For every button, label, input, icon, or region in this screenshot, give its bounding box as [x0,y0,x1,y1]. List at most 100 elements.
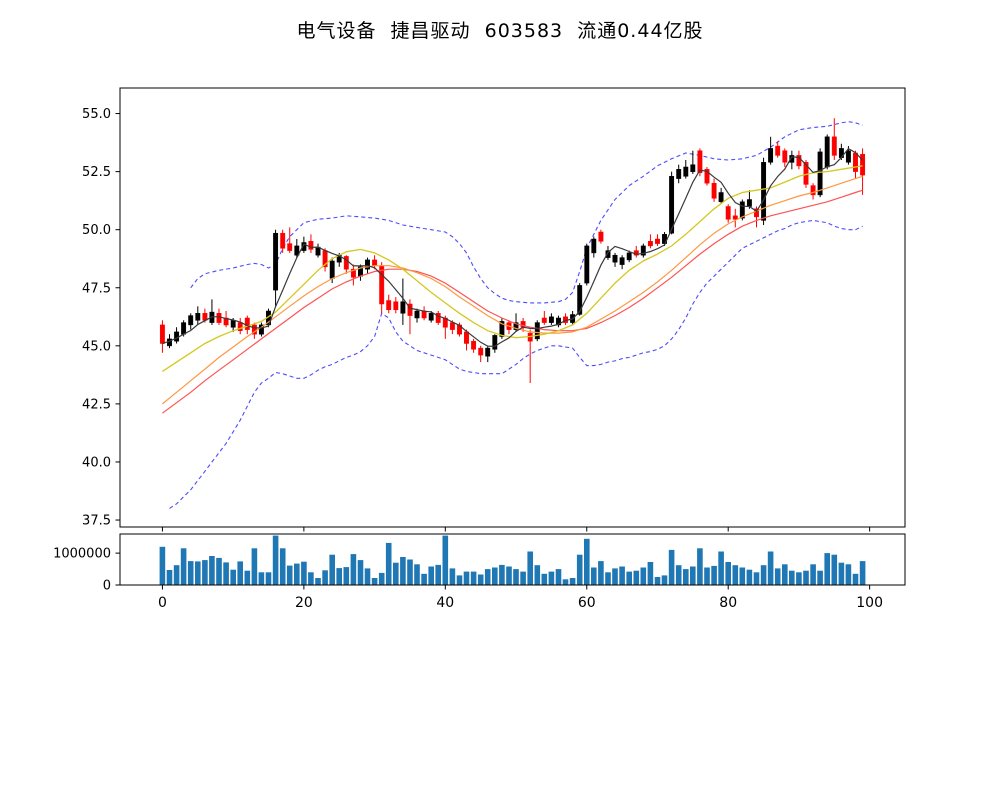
volume-bar [725,562,731,585]
candle-down [647,241,653,247]
x-axis-labels: 0 20 40 60 80 100 [158,585,883,611]
volume-bar [308,572,314,586]
volume-bar [562,579,569,585]
volume-bar [591,567,597,585]
volume-bar [548,571,555,585]
candle-up [273,232,279,291]
volume-bar [534,565,541,585]
ma-black-line [162,147,864,347]
volume-pane-frame [119,533,906,586]
volume-bar [385,542,392,585]
volume-bar [329,554,335,585]
candle-down [711,182,717,199]
volume-y-axis: 0 1000000 [53,547,120,594]
candle-down [393,301,399,311]
candle-up [400,301,406,314]
volume-bar [456,575,463,585]
volume-bar [661,575,668,585]
volume-bar [442,535,449,585]
x-tick-label: 20 [295,595,313,611]
candle-up [683,166,689,177]
ma-yellow-line [162,165,863,372]
volume-bar [520,571,526,585]
volume-bar [499,564,505,585]
volume-bar [463,571,470,585]
volume-bar [633,570,640,585]
bollinger-lower-band [169,219,863,509]
volume-bar [789,570,795,585]
candle-up [485,347,491,357]
volume-bar [746,569,753,585]
candle-down [449,322,455,330]
candle-up [577,285,583,315]
y-tick-label: 45.0 [82,339,111,354]
ma-red-line [162,189,863,414]
volume-bar [668,549,675,585]
volume-bar [477,574,484,585]
y-tick-label: 42.5 [82,397,111,412]
price-x-axis [161,527,871,532]
volume-bar [230,569,236,585]
candle-up [499,321,505,337]
volume-bar [817,570,823,585]
candle-down [860,153,866,176]
candle-down [796,155,802,167]
x-tick-label: 100 [856,595,883,611]
volume-bar [675,565,682,585]
volume-y-tick-label: 0 [103,579,111,594]
volume-bar [180,548,187,585]
volume-bar [598,561,604,585]
volume-bar [852,573,859,585]
candle-down [697,150,703,174]
volume-bar [428,566,434,585]
volume-bar [216,557,222,585]
volume-bar [492,567,498,585]
volume-bar [767,551,774,585]
volume-bar [209,556,215,585]
candle-up [174,331,180,342]
candle-down [782,150,788,163]
candle-up [845,150,851,163]
volume-bar [173,565,180,585]
candle-down [372,259,378,266]
volume-bar [400,557,406,585]
candle-up [768,148,774,163]
volume-bar [350,554,357,585]
x-tick-label: 40 [436,595,454,611]
candle-down [775,145,781,156]
candle-up [746,199,752,207]
volume-bar [683,569,689,585]
volume-bar [343,567,350,585]
candle-down [216,313,222,323]
volume-bar [739,567,746,585]
volume-bar [584,538,590,585]
volume-bar [845,564,852,585]
candle-up [619,257,625,265]
volume-bar [647,562,654,585]
candle-up [584,245,590,284]
y-tick-label: 52.5 [82,165,111,180]
volume-bar [690,566,696,585]
volume-bar [654,577,661,585]
candle-up [626,252,632,261]
volume-bar [265,572,272,586]
volume-bar [195,561,201,585]
volume-y-tick-label: 1000000 [53,547,111,562]
candle-down [287,243,293,251]
volume-bar [576,554,583,585]
y-tick-label: 37.5 [82,514,111,529]
candle-down [379,265,385,305]
volume-bar [711,565,717,585]
candle-up [612,254,618,263]
axes-frames [119,87,906,586]
volume-bar [407,559,413,585]
volume-bar [435,564,441,585]
x-tick-label: 60 [578,595,596,611]
candle-up [188,315,194,326]
candle-up [676,169,682,179]
candle-down [598,231,604,242]
volume-bar [421,573,427,585]
volume-bar [640,567,647,585]
